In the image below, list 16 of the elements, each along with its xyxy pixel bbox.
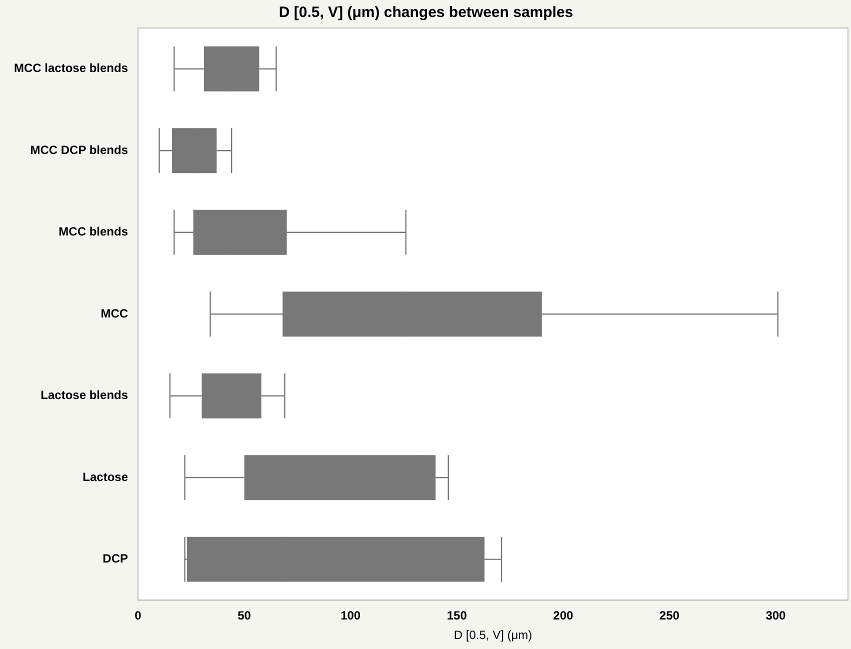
y-tick-label: MCC DCP blends <box>30 142 128 157</box>
x-tick-label: 200 <box>553 608 574 623</box>
x-tick-label: 150 <box>446 608 468 623</box>
x-tick-label: 0 <box>134 608 142 623</box>
x-tick-label: 300 <box>766 608 786 623</box>
y-tick-label: MCC <box>100 306 128 320</box>
y-tick-label: MCC blends <box>58 224 128 239</box>
x-tick-label: 250 <box>659 608 680 623</box>
y-tick-label: MCC lactose blends <box>14 61 128 76</box>
x-tick-label: 50 <box>238 608 252 623</box>
y-tick-label: Lactose <box>82 470 128 484</box>
chart-title: D [0.5, V] (μm) changes between samples <box>278 4 574 22</box>
x-tick-label: 100 <box>340 608 361 623</box>
y-tick-label: Lactose blends <box>40 388 128 402</box>
x-axis-title: D [0.5, V] (μm) <box>454 628 532 642</box>
y-tick-label: DCP <box>102 552 128 566</box>
